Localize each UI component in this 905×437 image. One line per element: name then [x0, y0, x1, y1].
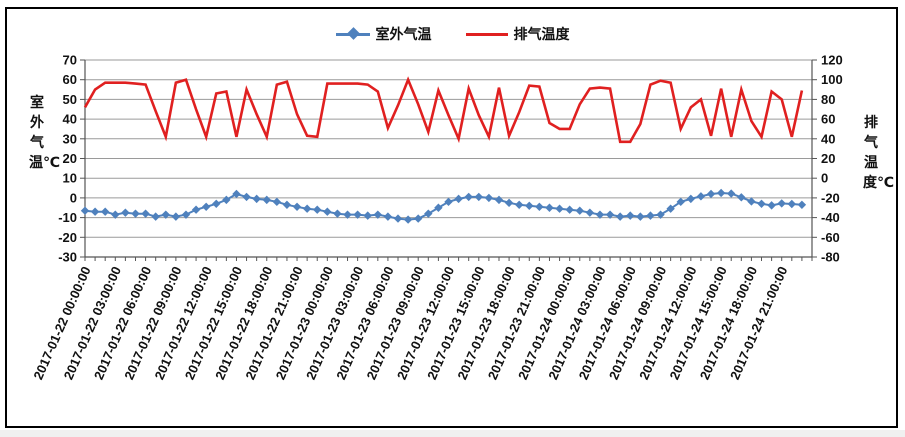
- svg-text:40: 40: [821, 131, 835, 146]
- svg-text:20: 20: [63, 151, 77, 166]
- svg-text:-20: -20: [821, 190, 840, 205]
- axis-lines: [84, 60, 813, 258]
- line-marker-icon: [335, 26, 370, 40]
- svg-text:70: 70: [63, 53, 77, 68]
- gridlines: [85, 59, 812, 258]
- svg-text:-20: -20: [58, 230, 77, 245]
- svg-text:120: 120: [821, 53, 843, 68]
- exhaust-temp-line: [83, 76, 804, 144]
- outdoor-temp-line: [84, 191, 802, 221]
- svg-text:80: 80: [821, 92, 835, 107]
- window-edge: [0, 430, 905, 437]
- legend-item-exhaust-temp: 排气温度: [465, 24, 570, 44]
- outdoor-temp-markers: [80, 188, 807, 224]
- svg-text:-60: -60: [821, 230, 840, 245]
- svg-text:50: 50: [63, 92, 77, 107]
- svg-text:10: 10: [63, 171, 77, 186]
- left-axis-title: 室外气温℃: [29, 94, 60, 170]
- svg-text:-10: -10: [58, 210, 77, 225]
- svg-text:0: 0: [70, 190, 77, 205]
- axis-ticks: [80, 59, 817, 261]
- svg-text:0: 0: [821, 171, 828, 186]
- legend: 室外气温 排气温度: [0, 24, 905, 44]
- line-marker-icon: [465, 32, 508, 36]
- svg-text:-30: -30: [58, 250, 77, 265]
- legend-item-outdoor-temp: 室外气温: [335, 24, 432, 44]
- svg-text:-40: -40: [821, 210, 840, 225]
- svg-text:60: 60: [821, 112, 835, 127]
- axis-tick-labels: 706050403020100-10-20-30120100806040200-…: [58, 53, 843, 265]
- svg-text:60: 60: [63, 72, 77, 87]
- svg-text:30: 30: [63, 131, 77, 146]
- svg-text:20: 20: [821, 151, 835, 166]
- legend-label-exhaust-temp: 排气温度: [513, 26, 570, 42]
- legend-label-outdoor-temp: 室外气温: [375, 26, 432, 42]
- svg-text:100: 100: [821, 72, 843, 87]
- svg-text:40: 40: [63, 112, 77, 127]
- svg-text:-80: -80: [821, 250, 840, 265]
